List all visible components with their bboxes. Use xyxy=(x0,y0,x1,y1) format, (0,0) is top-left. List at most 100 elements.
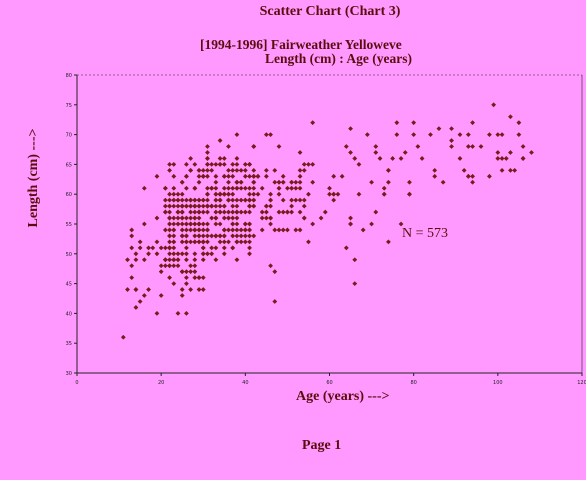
data-point xyxy=(171,203,177,209)
data-point xyxy=(487,173,492,179)
data-point xyxy=(449,126,454,132)
data-point xyxy=(465,144,471,149)
data-point xyxy=(188,156,194,161)
data-point xyxy=(120,334,126,340)
data-point xyxy=(179,215,185,221)
data-point xyxy=(280,209,286,215)
chart-subtitle-measure: Length (cm) : Age (years) xyxy=(265,51,412,66)
data-point xyxy=(289,203,295,209)
data-point xyxy=(242,173,248,179)
data-point xyxy=(141,221,147,227)
data-point xyxy=(516,132,522,137)
data-point xyxy=(184,162,189,167)
data-point xyxy=(213,221,219,227)
y-tick-label: 70 xyxy=(66,133,72,139)
data-point xyxy=(461,167,467,173)
data-point xyxy=(280,227,286,233)
data-point xyxy=(381,191,387,197)
data-point xyxy=(196,209,202,215)
data-point xyxy=(306,191,311,197)
data-point xyxy=(255,191,261,197)
data-point xyxy=(268,221,273,227)
data-point xyxy=(192,239,198,245)
data-point xyxy=(386,239,391,245)
data-point xyxy=(213,185,219,191)
data-point xyxy=(179,227,185,233)
data-point xyxy=(171,191,177,197)
data-point xyxy=(327,191,332,197)
data-point xyxy=(276,227,282,233)
x-axis-label: Age (years) ---> xyxy=(296,389,390,404)
data-point xyxy=(381,185,387,191)
data-point xyxy=(301,167,307,173)
data-point xyxy=(230,245,236,251)
data-point xyxy=(200,209,206,215)
chart-ticks: 30 35 40 45 50 55 60 65 70 75 80 0 20 40 60 80 100 120 xyxy=(66,73,586,386)
data-point xyxy=(234,203,240,209)
data-point xyxy=(205,197,210,203)
data-point xyxy=(192,227,198,233)
data-point xyxy=(192,269,198,275)
data-point xyxy=(192,185,198,191)
x-tick-label: 20 xyxy=(158,380,164,386)
data-point xyxy=(297,173,303,179)
data-point xyxy=(348,150,353,155)
data-point xyxy=(230,227,236,233)
data-point xyxy=(184,197,189,203)
data-point xyxy=(205,239,210,245)
data-point xyxy=(234,233,240,239)
data-point xyxy=(192,257,198,263)
data-point xyxy=(242,167,248,173)
data-point xyxy=(234,197,240,203)
data-point xyxy=(230,203,236,209)
data-point xyxy=(171,197,177,203)
data-point xyxy=(171,263,177,269)
data-point xyxy=(470,173,475,179)
data-point xyxy=(217,203,223,209)
data-point xyxy=(276,144,282,149)
data-point xyxy=(196,227,202,233)
data-point xyxy=(234,132,240,137)
data-point xyxy=(188,287,194,292)
data-point xyxy=(158,263,164,269)
data-point xyxy=(276,179,282,185)
data-point xyxy=(141,257,147,263)
data-point xyxy=(247,203,252,209)
data-point xyxy=(221,203,227,209)
data-point xyxy=(289,209,295,215)
data-point xyxy=(293,185,299,191)
data-point xyxy=(213,191,219,197)
data-point xyxy=(234,215,240,221)
data-point xyxy=(234,185,240,191)
data-point xyxy=(297,185,303,191)
data-point xyxy=(297,179,303,185)
data-point xyxy=(133,257,139,263)
data-point xyxy=(465,132,471,137)
data-point xyxy=(339,173,345,179)
data-point xyxy=(184,203,189,209)
data-point xyxy=(221,233,227,239)
data-point xyxy=(196,173,202,179)
data-point xyxy=(263,167,269,173)
data-point xyxy=(356,162,362,167)
data-point xyxy=(310,162,316,167)
data-point xyxy=(192,215,198,221)
data-point xyxy=(230,191,236,197)
data-point xyxy=(348,215,353,221)
data-point xyxy=(175,263,181,269)
data-point xyxy=(200,197,206,203)
data-point xyxy=(196,203,202,209)
data-point xyxy=(179,203,185,209)
data-point xyxy=(386,179,391,185)
data-point xyxy=(247,173,252,179)
data-point xyxy=(221,162,227,167)
data-point xyxy=(276,209,282,215)
data-point xyxy=(272,227,278,233)
data-point xyxy=(205,221,210,227)
data-point xyxy=(272,299,278,304)
data-point xyxy=(230,221,236,227)
data-point xyxy=(499,156,505,161)
data-point xyxy=(184,173,189,179)
data-point xyxy=(200,221,206,227)
data-point xyxy=(373,150,379,155)
